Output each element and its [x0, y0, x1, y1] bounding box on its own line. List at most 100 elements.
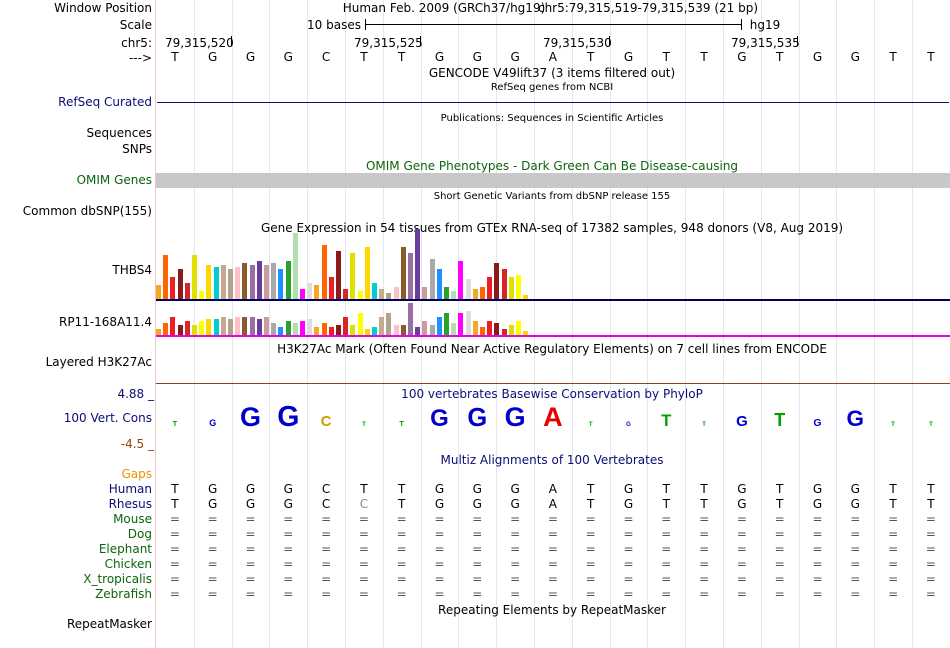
gtex-tissue-bar[interactable] — [307, 319, 313, 335]
gtex-tissue-bar[interactable] — [379, 289, 385, 299]
gtex-tissue-bar[interactable] — [336, 251, 341, 299]
gtex-tissue-bar[interactable] — [256, 261, 262, 299]
gtex-tissue-bar[interactable] — [184, 283, 190, 299]
gtex-tissue-bar[interactable] — [386, 313, 392, 335]
gtex-tissue-bar[interactable] — [170, 317, 176, 335]
species-label[interactable]: Human — [108, 482, 152, 496]
species-label[interactable]: Rhesus — [108, 497, 152, 511]
refseq-label[interactable]: RefSeq Curated — [58, 95, 152, 109]
gtex-tissue-bar[interactable] — [357, 291, 363, 299]
gtex-tissue-bar[interactable] — [343, 317, 349, 335]
gtex-tissue-bar[interactable] — [235, 267, 241, 299]
gtex-tissue-bar[interactable] — [300, 289, 305, 299]
gtex-tissue-bar[interactable] — [372, 283, 377, 299]
gtex-tissue-bar[interactable] — [415, 229, 421, 299]
gtex-tissue-bar[interactable] — [501, 269, 507, 299]
gtex-tissue-bar[interactable] — [242, 263, 248, 299]
gtex-tissue-bar[interactable] — [264, 265, 269, 299]
omim-label[interactable]: OMIM Genes — [76, 173, 152, 187]
gtex-tissue-bar[interactable] — [400, 325, 406, 335]
gtex-tissue-bar[interactable] — [206, 319, 212, 335]
h3k27-label[interactable]: Layered H3K27Ac — [45, 355, 152, 369]
gtex-tissue-bar[interactable] — [372, 327, 377, 335]
gtex-tissue-bar[interactable] — [386, 293, 392, 299]
gtex-tissue-bar[interactable] — [465, 279, 471, 299]
gtex-tissue-bar[interactable] — [465, 311, 471, 335]
gtex-tissue-bar[interactable] — [184, 321, 190, 335]
gtex-tissue-bar[interactable] — [480, 327, 485, 335]
snps-label[interactable]: SNPs — [122, 142, 152, 156]
gtex-tissue-bar[interactable] — [422, 321, 428, 335]
gtex-tissue-bar[interactable] — [343, 289, 349, 299]
gtex-tissue-bar[interactable] — [199, 321, 205, 335]
gtex-tissue-bar[interactable] — [494, 263, 500, 299]
gtex-tissue-bar[interactable] — [321, 245, 327, 299]
gtex-tissue-bar[interactable] — [458, 261, 464, 299]
gtex-tissue-bar[interactable] — [206, 265, 212, 299]
species-label[interactable]: Dog — [127, 527, 152, 541]
gtex-tissue-bar[interactable] — [314, 327, 320, 335]
gtex-tissue-bar[interactable] — [264, 317, 269, 335]
gtex-tissue-bar[interactable] — [314, 285, 320, 299]
gtex-tissue-bar[interactable] — [436, 317, 442, 335]
sequences-label[interactable]: Sequences — [86, 126, 152, 140]
gtex-tissue-bar[interactable] — [328, 277, 334, 299]
gtex-tissue-bar[interactable] — [408, 303, 413, 335]
gtex-tissue-bar[interactable] — [501, 329, 507, 335]
gtex-tissue-bar[interactable] — [523, 295, 529, 299]
gtex-tissue-bar[interactable] — [300, 321, 305, 335]
gtex-tissue-bar[interactable] — [429, 325, 435, 335]
gtex-tissue-bar[interactable] — [487, 321, 493, 335]
gtex-tissue-bar[interactable] — [400, 247, 406, 299]
species-label[interactable]: Zebrafish — [95, 587, 152, 601]
species-label[interactable]: X_tropicalis — [83, 572, 152, 586]
gtex-tissue-bar[interactable] — [285, 321, 291, 335]
omim-gene-bar[interactable] — [156, 173, 950, 188]
gtex-tissue-bar[interactable] — [213, 267, 219, 299]
gtex-tissue-bar[interactable] — [242, 317, 248, 335]
gtex-tissue-bar[interactable] — [350, 253, 356, 299]
repeat-label[interactable]: RepeatMasker — [66, 617, 152, 631]
species-label[interactable]: Chicken — [104, 557, 152, 571]
species-label[interactable]: Mouse — [113, 512, 152, 526]
gtex-tissue-bar[interactable] — [444, 313, 449, 335]
gtex-tissue-bar[interactable] — [436, 269, 442, 299]
gtex-tissue-bar[interactable] — [328, 327, 334, 335]
gtex-tissue-bar[interactable] — [220, 317, 226, 335]
gtex-tissue-bar[interactable] — [444, 287, 449, 299]
gtex-tissue-bar[interactable] — [480, 287, 485, 299]
gtex-tissue-bar[interactable] — [508, 325, 514, 335]
gtex-tissue-bar[interactable] — [249, 317, 255, 335]
refseq-gene-line[interactable] — [157, 102, 949, 103]
gtex-tissue-bar[interactable] — [516, 321, 521, 335]
gtex-tissue-bar[interactable] — [271, 323, 277, 335]
gtex-tissue-bar[interactable] — [192, 255, 197, 299]
gtex-tissue-bar[interactable] — [292, 233, 298, 299]
cons-label[interactable]: 100 Vert. Cons — [63, 411, 152, 425]
gtex-tissue-bar[interactable] — [213, 319, 219, 335]
gtex-tissue-bar[interactable] — [163, 323, 169, 335]
gtex-tissue-bar[interactable] — [451, 291, 457, 299]
gtex-tissue-bar[interactable] — [458, 313, 464, 335]
gtex-tissue-bar[interactable] — [228, 319, 233, 335]
gtex-tissue-bar[interactable] — [516, 275, 521, 299]
gtex-tissue-bar[interactable] — [393, 287, 399, 299]
gtex-tissue-bar[interactable] — [192, 325, 197, 335]
gtex-tissue-bar[interactable] — [170, 277, 176, 299]
dbsnp-label[interactable]: Common dbSNP(155) — [22, 204, 152, 218]
gtex-tissue-bar[interactable] — [256, 319, 262, 335]
gtex-tissue-bar[interactable] — [508, 277, 514, 299]
gtex-tissue-bar[interactable] — [472, 289, 478, 299]
gtex-tissue-bar[interactable] — [307, 283, 313, 299]
gtex-tissue-bar[interactable] — [364, 329, 370, 335]
gtex-tissue-bar[interactable] — [321, 323, 327, 335]
gtex-tissue-bar[interactable] — [163, 255, 169, 299]
gtex-tissue-bar[interactable] — [350, 325, 356, 335]
gtex-tissue-bar[interactable] — [285, 261, 291, 299]
gtex-tissue-bar[interactable] — [228, 269, 233, 299]
gtex-tissue-bar[interactable] — [408, 253, 413, 299]
species-label[interactable]: Elephant — [98, 542, 152, 556]
gtex-tissue-bar[interactable] — [357, 313, 363, 335]
